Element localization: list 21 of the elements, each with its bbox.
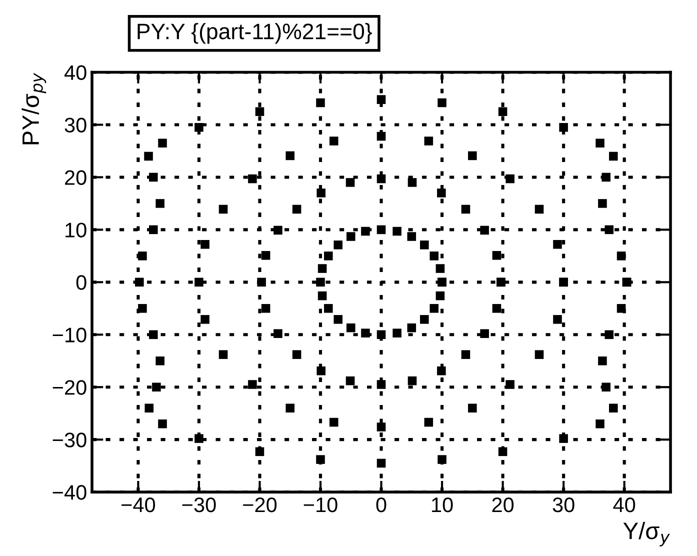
x-tick-label: 10 — [432, 497, 453, 512]
y-tick-label: 20 — [65, 170, 86, 185]
y-tick-label: −20 — [52, 380, 86, 395]
y-tick-label: −10 — [52, 328, 86, 342]
y-tick-label: 30 — [64, 118, 86, 133]
x-tick-label: −30 — [182, 497, 216, 512]
x-tick-label: −20 — [243, 497, 277, 512]
x-tick-label: 30 — [552, 497, 574, 512]
y-tick-label: 0 — [76, 275, 86, 290]
y-tick-label: 40 — [64, 65, 86, 80]
y-tick-label: −40 — [52, 485, 86, 500]
x-tick-label: −10 — [304, 497, 338, 512]
x-tick-label: −40 — [122, 497, 156, 512]
x-tick-label: 40 — [613, 497, 636, 512]
y-tick-label: 10 — [66, 222, 86, 238]
y-axis-title: PY/σ$_{py}$ — [22, 72, 46, 144]
x-tick-label: 20 — [492, 497, 514, 512]
x-axis-title: Y/σ$_{y}$ — [623, 522, 670, 546]
chart-title: PY:Y {(part-11)%21==0} — [138, 23, 372, 44]
x-tick-label: 0 — [376, 497, 386, 512]
y-tick-label: −30 — [52, 432, 86, 448]
